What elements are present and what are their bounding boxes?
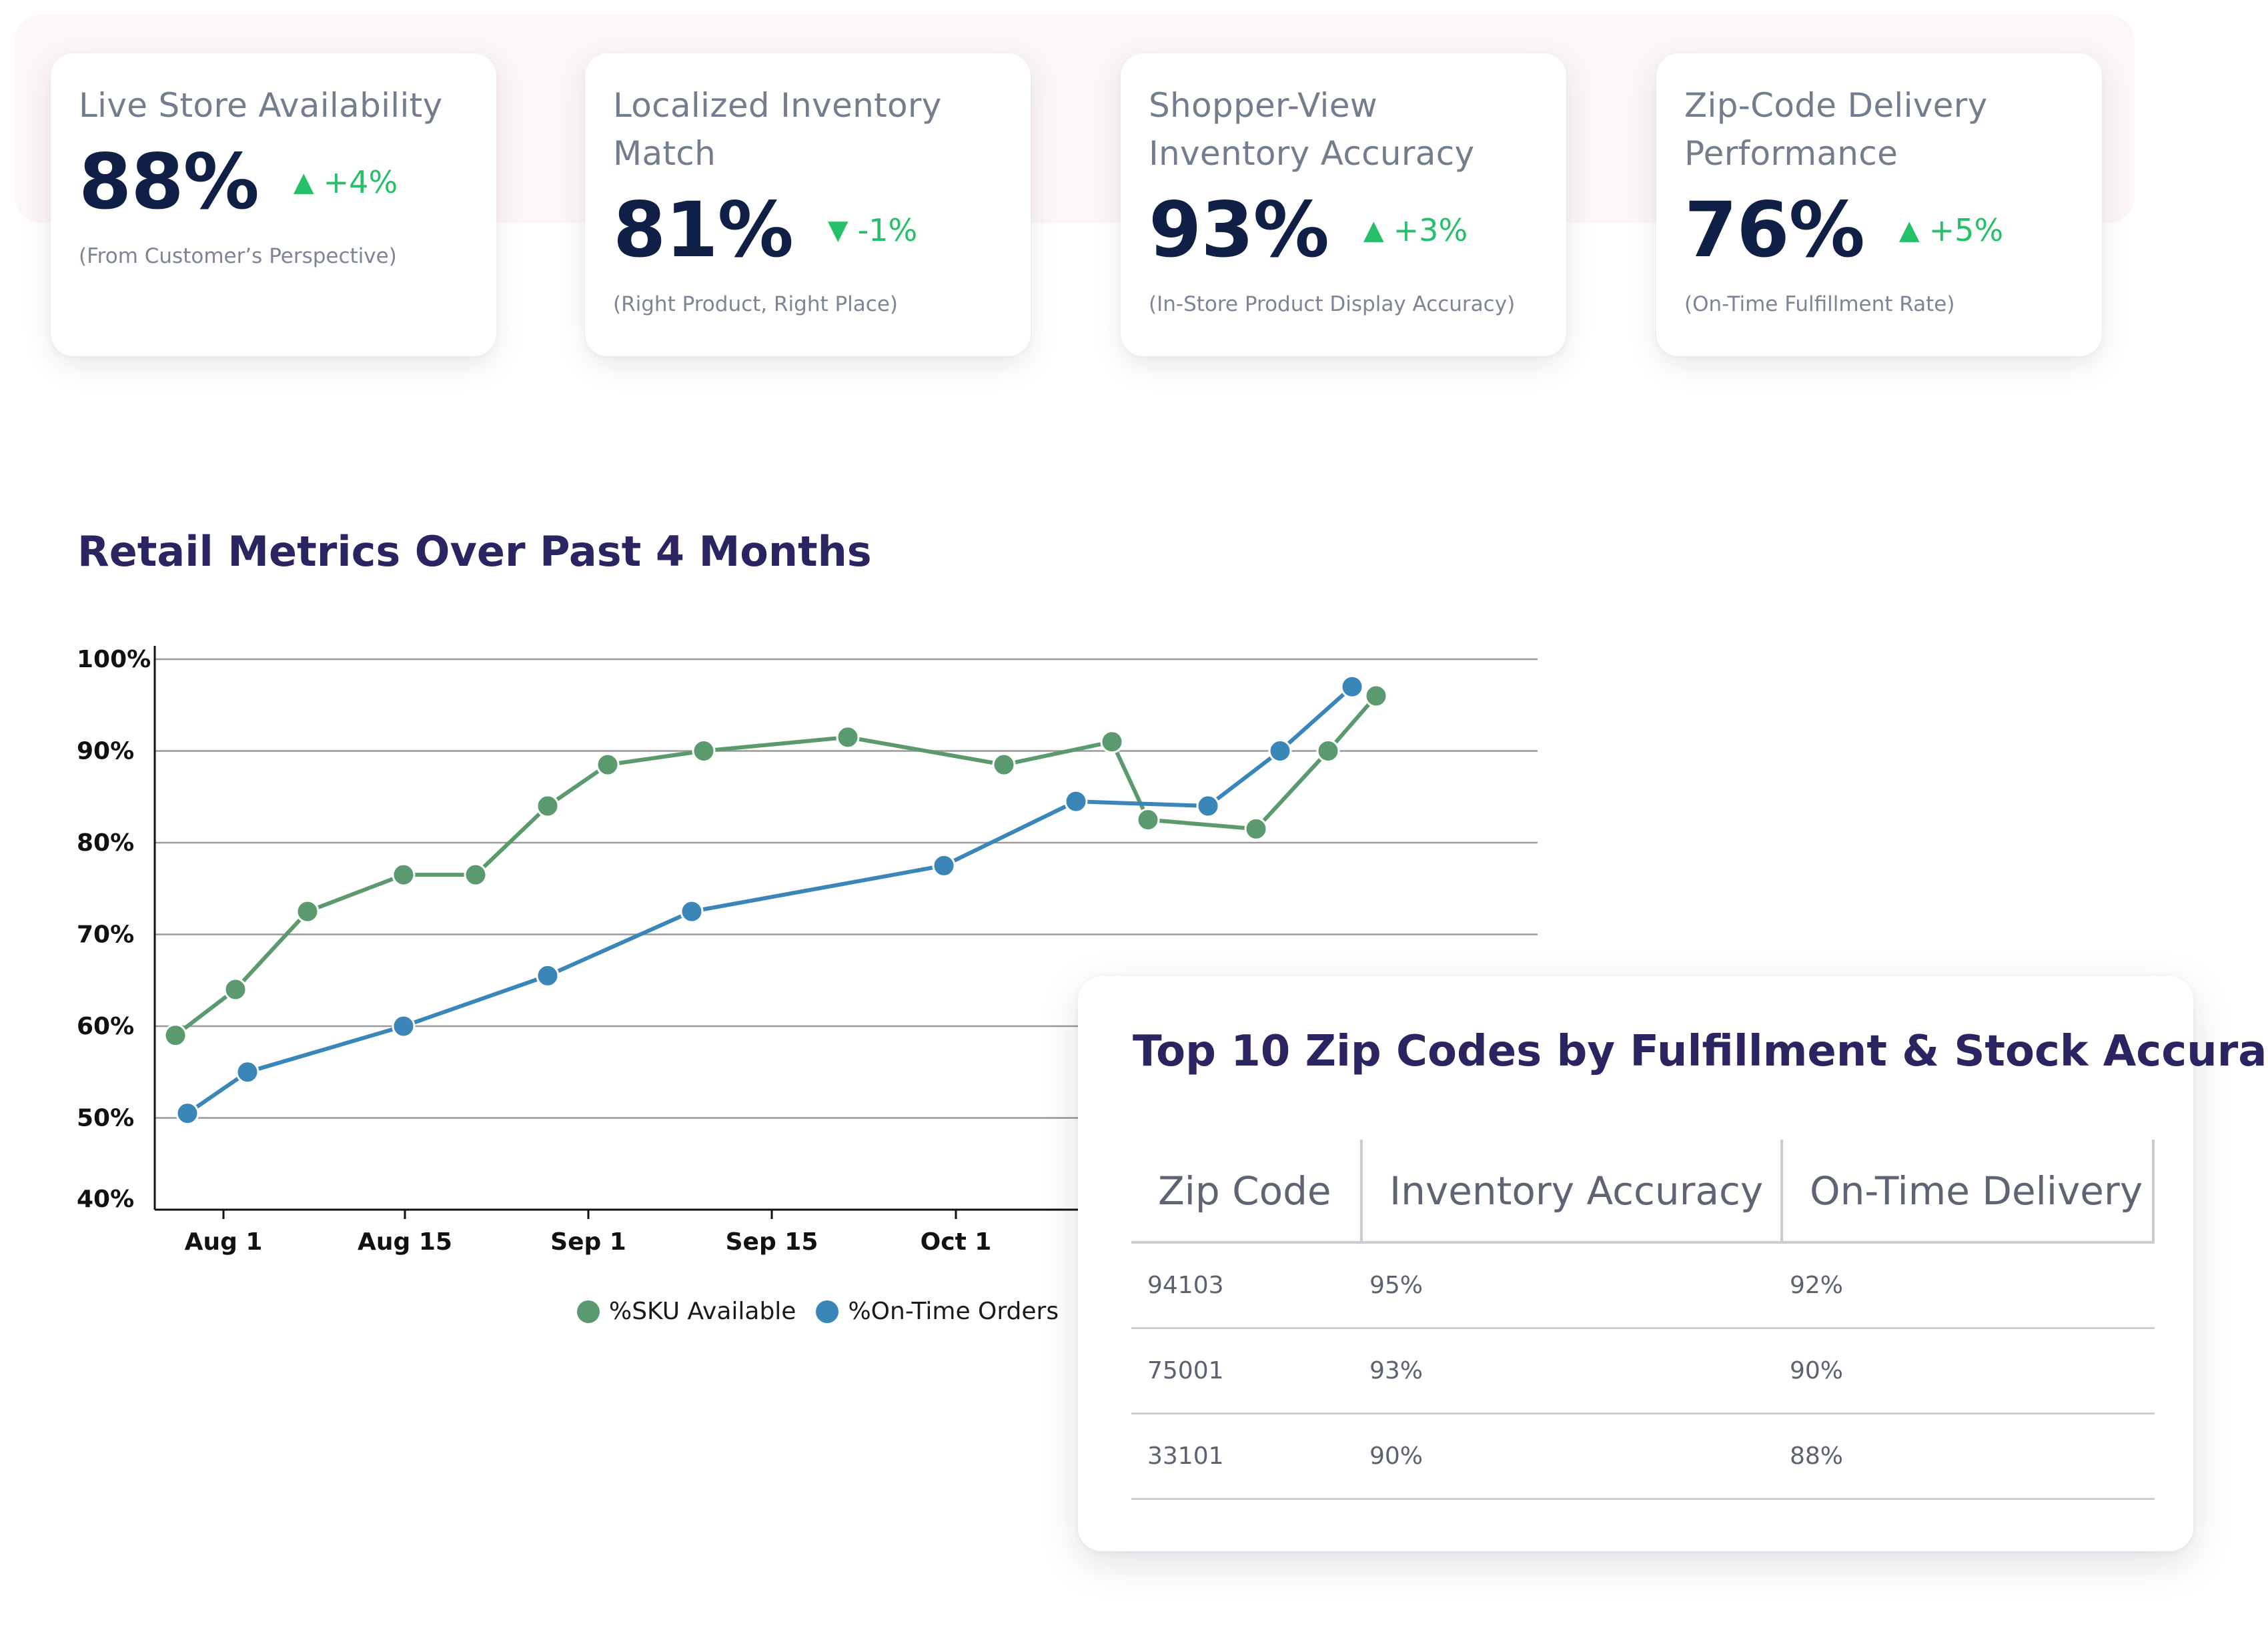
data-point-on-time-orders xyxy=(175,1102,199,1126)
cell-inventory-accuracy: 93% xyxy=(1369,1357,1424,1384)
kpi-title: Live Store Availability xyxy=(79,86,443,125)
column-header-inventory-accuracy[interactable]: Inventory Accuracy xyxy=(1363,1140,1783,1242)
data-point-sku-available xyxy=(163,1024,187,1048)
kpi-card-live-store-availability[interactable]: Live Store Availability 88% ▲ +4% (From … xyxy=(51,53,496,356)
x-tick-label: Aug 1 xyxy=(185,1228,263,1256)
cell-inventory-accuracy: 90% xyxy=(1369,1443,1424,1470)
kpi-title: Shopper-View Inventory Accuracy xyxy=(1149,86,1475,173)
kpi-delta-value: +5% xyxy=(1928,212,2004,248)
cell-on-time-delivery: 88% xyxy=(1790,1443,1844,1470)
y-tick-label: 40% xyxy=(77,1186,134,1213)
kpi-delta: ▲ +3% xyxy=(1363,212,1468,248)
table-row[interactable]: 75001 93% 90% xyxy=(1131,1329,2155,1414)
cell-inventory-accuracy: 95% xyxy=(1369,1272,1424,1299)
kpi-subtitle: (In-Store Product Display Accuracy) xyxy=(1149,292,1516,316)
data-point-sku-available xyxy=(464,863,488,887)
y-tick-label: 70% xyxy=(77,921,134,949)
data-point-sku-available xyxy=(1100,730,1124,754)
cell-zip-code: 75001 xyxy=(1147,1357,1224,1384)
kpi-value: 76% xyxy=(1684,185,1865,274)
data-point-on-time-orders xyxy=(1196,794,1220,818)
table-row[interactable]: 94103 95% 92% xyxy=(1131,1244,2155,1329)
y-tick-label: 80% xyxy=(77,829,134,857)
column-header-on-time-delivery[interactable]: On-Time Delivery xyxy=(1783,1140,2155,1242)
data-point-sku-available xyxy=(536,794,560,818)
cell-zip-code: 94103 xyxy=(1147,1272,1224,1299)
legend-label: %SKU Available xyxy=(609,1298,796,1325)
kpi-title: Zip-Code Delivery Performance xyxy=(1684,86,1988,173)
data-point-on-time-orders xyxy=(1268,739,1292,763)
kpi-subtitle: (Right Product, Right Place) xyxy=(613,292,898,316)
kpi-subtitle: (On-Time Fulfillment Rate) xyxy=(1684,292,1955,316)
header-divider xyxy=(1131,1241,2155,1244)
kpi-card-shopper-view-inventory-accuracy[interactable]: Shopper-View Inventory Accuracy 93% ▲ +3… xyxy=(1121,53,1566,356)
kpi-value: 88% xyxy=(79,137,259,226)
data-point-sku-available xyxy=(992,753,1016,777)
kpi-value: 81% xyxy=(613,185,794,274)
data-point-sku-available xyxy=(692,739,716,763)
legend-marker-blue xyxy=(816,1300,839,1323)
data-point-sku-available xyxy=(1316,739,1340,763)
data-point-sku-available xyxy=(1136,808,1160,832)
kpi-value: 93% xyxy=(1149,185,1329,274)
kpi-delta: ▲ +4% xyxy=(294,164,398,200)
data-point-on-time-orders xyxy=(392,1014,416,1038)
table-row[interactable]: 33101 90% 88% xyxy=(1131,1414,2155,1500)
table-header: Zip Code Inventory Accuracy On-Time Deli… xyxy=(1131,1140,2155,1243)
column-header-zip-code[interactable]: Zip Code xyxy=(1131,1140,1363,1242)
legend-item-on-time-orders[interactable]: %On-Time Orders xyxy=(816,1298,1059,1325)
data-point-on-time-orders xyxy=(536,963,560,987)
chart-title: Retail Metrics Over Past 4 Months xyxy=(77,527,872,576)
x-tick-label: Sep 1 xyxy=(550,1228,626,1256)
cell-on-time-delivery: 92% xyxy=(1790,1272,1844,1299)
legend-marker-green xyxy=(577,1300,600,1323)
data-point-sku-available xyxy=(836,725,860,749)
y-tick-label: 60% xyxy=(77,1013,134,1040)
data-point-sku-available xyxy=(392,863,416,887)
series-line-on-time-orders xyxy=(186,685,1353,1116)
kpi-delta-value: -1% xyxy=(857,212,918,248)
cell-on-time-delivery: 90% xyxy=(1790,1357,1844,1384)
legend-label: %On-Time Orders xyxy=(848,1298,1059,1325)
data-point-on-time-orders xyxy=(932,853,956,877)
arrow-up-icon: ▲ xyxy=(293,167,314,197)
kpi-title: Localized Inventory Match xyxy=(613,86,942,173)
legend-item-sku-available[interactable]: %SKU Available xyxy=(577,1298,796,1325)
data-point-on-time-orders xyxy=(1064,789,1088,813)
data-point-sku-available xyxy=(596,753,620,777)
kpi-delta-value: +4% xyxy=(323,164,398,200)
y-tick-label: 50% xyxy=(77,1105,134,1132)
line-chart: 40% 50% 60% 70% 80% 90% 100% Aug 1 Aug 15 Sep 1 Se… xyxy=(77,646,1538,1256)
y-tick-label: 90% xyxy=(77,738,134,765)
kpi-delta: ▼ -1% xyxy=(828,212,917,248)
data-point-sku-available xyxy=(1244,817,1268,841)
x-tick-label: Sep 15 xyxy=(726,1228,818,1256)
data-point-on-time-orders xyxy=(1340,675,1364,699)
kpi-subtitle: (From Customer’s Perspective) xyxy=(79,244,397,268)
arrow-up-icon: ▲ xyxy=(1898,215,1920,246)
x-tick-label: Oct 1 xyxy=(921,1228,992,1256)
chart-legend: %SKU Available %On-Time Orders xyxy=(577,1298,1079,1325)
arrow-up-icon: ▲ xyxy=(1363,215,1384,246)
kpi-delta-value: +3% xyxy=(1393,212,1468,248)
zip-code-table-card: Top 10 Zip Codes by Fulfillment & Stock … xyxy=(1078,976,2268,1551)
y-tick-label: 100% xyxy=(77,646,151,673)
data-point-sku-available xyxy=(1364,684,1388,708)
kpi-card-zip-code-delivery-performance[interactable]: Zip-Code Delivery Performance 76% ▲ +5% … xyxy=(1656,53,2102,356)
data-point-sku-available xyxy=(223,977,247,1001)
data-point-on-time-orders xyxy=(235,1060,259,1084)
cell-zip-code: 33101 xyxy=(1147,1443,1224,1470)
x-tick-label: Aug 15 xyxy=(358,1228,452,1256)
kpi-delta: ▲ +5% xyxy=(1899,212,2003,248)
table-title: Top 10 Zip Codes by Fulfillment & Stock … xyxy=(1133,1027,2268,1076)
data-point-on-time-orders xyxy=(680,899,704,923)
kpi-card-localized-inventory-match[interactable]: Localized Inventory Match 81% ▼ -1% (Rig… xyxy=(585,53,1031,356)
data-point-sku-available xyxy=(296,899,320,923)
arrow-down-icon: ▼ xyxy=(827,215,848,246)
